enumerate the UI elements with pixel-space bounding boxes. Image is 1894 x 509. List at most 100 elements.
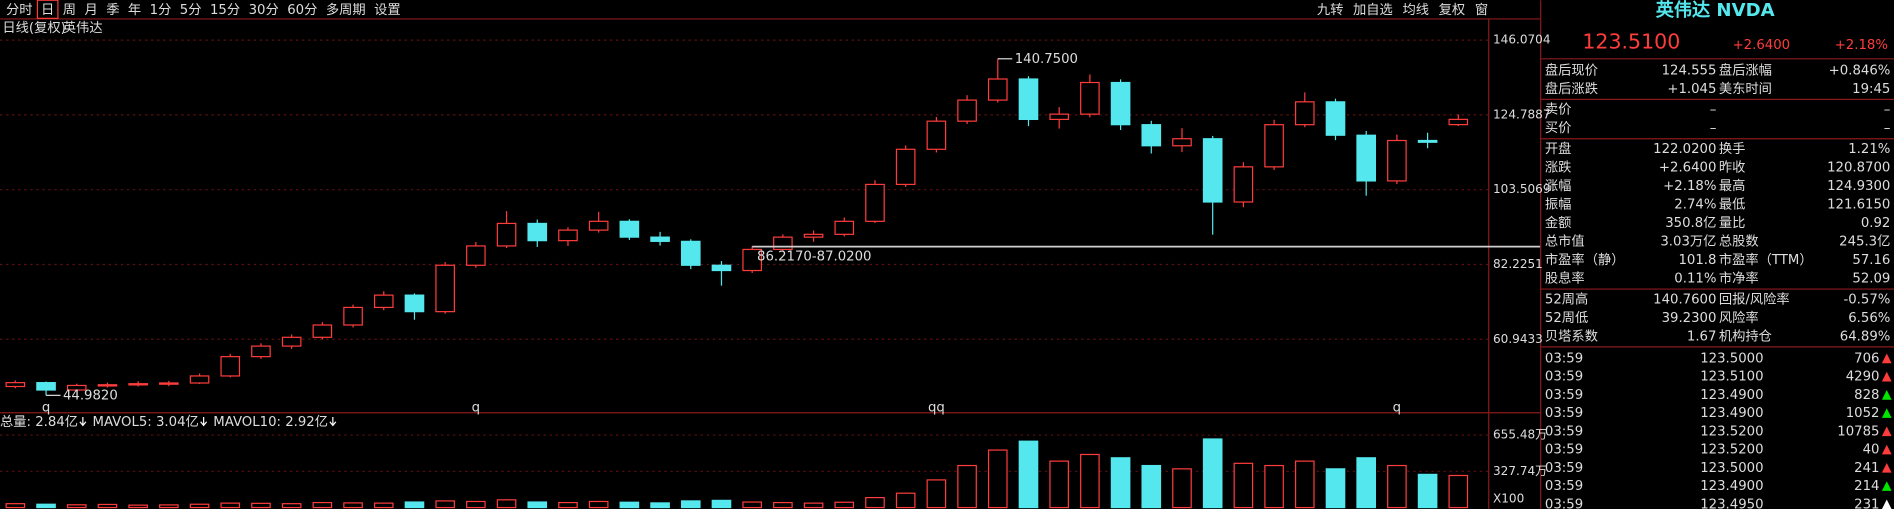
stat-value: 0.92 [1861, 216, 1891, 231]
toolbar-tab[interactable]: 日 [41, 3, 54, 18]
stat-value: 52.09 [1852, 271, 1890, 286]
volume-bar [36, 503, 56, 509]
stat-value: 120.8700 [1827, 161, 1890, 176]
y-tick-label: 655.48万 [1493, 428, 1547, 442]
trade-price: 123.5200 [1700, 424, 1763, 439]
candle-body [189, 375, 210, 384]
candle-body [404, 294, 425, 313]
candle-body [1417, 139, 1438, 143]
stat-label: 市盈率（TTM） [1719, 251, 1813, 268]
volume-bar [957, 464, 977, 509]
toolbar-tab[interactable]: 多周期 [326, 1, 366, 18]
candle-body [1049, 113, 1069, 121]
toolbar-button[interactable]: 均线 [1402, 2, 1429, 18]
toolbar-tab[interactable]: 设置 [374, 2, 401, 18]
toolbar-tab[interactable]: 1分 [150, 2, 172, 18]
level-label: 86.2170-87.0200 [757, 249, 872, 264]
stat-value: – [1710, 103, 1717, 118]
toolbar-button[interactable]: 窗 [1475, 1, 1488, 18]
volume-bar [895, 492, 916, 509]
toolbar-button[interactable]: 九转 [1317, 2, 1344, 18]
stat-label: 市盈率（静） [1545, 251, 1625, 268]
stat-value: 3.03万亿 [1660, 233, 1716, 249]
volume-bar [773, 501, 793, 509]
trade-price: 123.5100 [1700, 370, 1763, 385]
trade-volume: 214 [1854, 479, 1879, 494]
stat-label: 风险率 [1719, 309, 1759, 326]
stat-value: 124.9300 [1827, 179, 1890, 194]
stat-label: 盘后现价 [1545, 61, 1598, 78]
stat-value: – [1710, 121, 1717, 136]
stat-value: 39.2300 [1662, 311, 1717, 326]
candle-body [1141, 124, 1162, 147]
candle-body [1387, 139, 1407, 182]
unit-label: X100 [1493, 492, 1524, 506]
toolbar-tab[interactable]: 30分 [249, 2, 279, 18]
volume-bar [558, 501, 578, 509]
stat-label: 昨收 [1719, 160, 1746, 176]
trade-time: 03:59 [1545, 424, 1583, 439]
y-tick-label: 124.7887 [1493, 107, 1551, 121]
candle-body [803, 233, 824, 238]
trade-arrow [1881, 462, 1892, 473]
legend-arrow [200, 416, 208, 427]
toolbar-tab[interactable]: 年 [128, 2, 141, 18]
toolbar-button[interactable]: 复权 [1439, 1, 1466, 18]
stat-label: 52周高 [1545, 290, 1588, 307]
toolbar-tab[interactable]: 分时 [6, 2, 33, 18]
stat-label: 盘后涨幅 [1719, 61, 1772, 78]
volume-bar [926, 479, 947, 509]
stat-value: 124.555 [1662, 63, 1717, 78]
volume-bar [496, 499, 517, 509]
toolbar-tab[interactable]: 15分 [210, 2, 240, 18]
volume-bar [1018, 440, 1039, 509]
quote-name: 英伟达 NVDA [1656, 0, 1775, 21]
stat-label: 盘后涨跌 [1545, 80, 1598, 97]
stat-value: +2.18% [1663, 179, 1716, 194]
trade-volume: 40 [1863, 443, 1880, 458]
toolbar-tab[interactable]: 60分 [287, 2, 317, 18]
candle-body [619, 220, 640, 238]
candle-body [5, 382, 26, 388]
trade-time: 03:59 [1545, 461, 1583, 476]
trade-time: 03:59 [1545, 388, 1583, 403]
toolbar-tab[interactable]: 5分 [180, 2, 202, 18]
x-marker: q [472, 400, 480, 415]
stat-label: 回报/风险率 [1719, 290, 1790, 307]
trade-price: 123.5200 [1700, 443, 1763, 458]
annotation-label: 44.9820 [63, 388, 118, 403]
toolbar-button[interactable]: 加自选 [1353, 2, 1393, 18]
candle-body [1325, 101, 1346, 136]
volume-bar [1233, 462, 1254, 509]
toolbar-tab[interactable]: 季 [106, 2, 119, 18]
legend-arrow [79, 416, 87, 427]
stat-label: 量比 [1719, 215, 1746, 231]
toolbar-tab[interactable]: 月 [84, 3, 97, 18]
volume-bar [1110, 457, 1131, 509]
candle-body [895, 148, 916, 186]
trade-time: 03:59 [1545, 351, 1583, 366]
candle-body [1018, 78, 1039, 121]
y-tick-label: 103.5069 [1493, 182, 1551, 196]
volume-bar [312, 501, 333, 509]
chart-stock: 英伟达 [63, 19, 103, 36]
chart-period: 日线(复权) [2, 19, 65, 36]
active-tab [36, 0, 59, 19]
toolbar-tab[interactable]: 周 [63, 3, 76, 18]
volume-bar [1080, 453, 1100, 509]
candle-body [343, 306, 363, 326]
volume-bar [5, 503, 26, 509]
stat-value: 0.11% [1674, 271, 1716, 286]
stat-label: 振幅 [1545, 196, 1572, 212]
candle-body [926, 120, 947, 150]
volume-bar [281, 503, 302, 509]
candle-body [527, 222, 548, 242]
volume-bar [159, 504, 179, 509]
volume-bar [834, 501, 855, 509]
volume-bar [435, 500, 455, 509]
quote-price: 123.5100 [1582, 30, 1680, 54]
stat-label: 市净率 [1719, 269, 1759, 286]
candle-body [1448, 118, 1469, 126]
x-marker: q [42, 400, 50, 415]
